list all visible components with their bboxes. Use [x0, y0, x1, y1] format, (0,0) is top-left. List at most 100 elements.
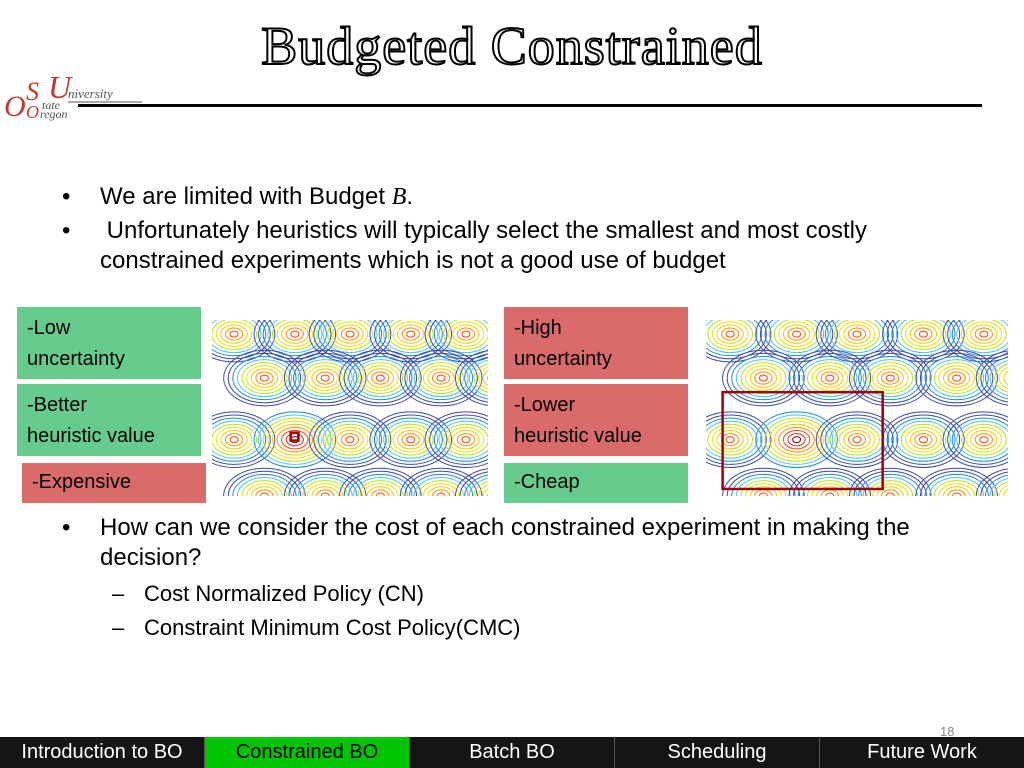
contour-line	[227, 352, 302, 404]
contour-line	[313, 320, 387, 360]
contour-line	[427, 368, 455, 388]
contour-line	[404, 470, 478, 496]
contour-line	[259, 374, 269, 382]
contour-line	[397, 429, 425, 450]
contour-line	[867, 362, 914, 394]
contour-line	[919, 470, 994, 496]
contour-line	[848, 467, 932, 496]
contour-line	[764, 320, 829, 357]
contour-line	[438, 420, 488, 459]
contour-line	[965, 426, 1003, 453]
osu-logo: O S U niversity tate O regon	[4, 76, 142, 123]
contour-line	[461, 436, 471, 444]
contour-line	[862, 477, 918, 496]
contour-line	[706, 417, 763, 462]
bullet-dot: •	[62, 183, 71, 210]
contour-line	[212, 420, 262, 459]
contour-line	[276, 321, 314, 347]
contour-line	[974, 327, 993, 341]
contour-line	[404, 352, 478, 404]
contour-line	[212, 320, 271, 360]
bottom-bullet-list: • How can we consider the cost of each c…	[62, 513, 992, 573]
contour-line	[322, 320, 378, 354]
contour-line	[317, 417, 383, 462]
contour-line	[806, 480, 853, 496]
contour-line	[731, 355, 796, 401]
contour-line	[858, 355, 923, 401]
contour-line	[285, 327, 304, 341]
sub-bullet-cmc: – Constraint Minimum Cost Policy(CMC)	[112, 614, 521, 642]
contour-line	[853, 352, 927, 404]
contour-line	[942, 368, 971, 388]
contour-line	[438, 320, 488, 354]
contour-line	[895, 320, 951, 354]
contour-line	[816, 368, 844, 388]
contour-line	[726, 352, 801, 404]
contour-line	[918, 330, 928, 338]
contour-line	[456, 433, 476, 447]
contour-line	[424, 411, 488, 468]
contour-line	[722, 349, 805, 407]
contour-line	[952, 374, 962, 382]
budget-symbol: B	[391, 184, 407, 210]
contour-line	[956, 320, 1008, 354]
slide-title: Budgeted Constrained	[260, 15, 763, 77]
contour-line	[461, 330, 471, 338]
contour-line	[313, 414, 387, 465]
contour-line	[383, 320, 439, 354]
contour-line	[778, 426, 815, 453]
nav-tab-introduction[interactable]: Introduction to BO	[0, 737, 205, 768]
dash-marker: –	[112, 581, 125, 606]
contour-line	[320, 492, 330, 496]
contour-line	[740, 362, 787, 394]
nav-tab-batch[interactable]: Batch BO	[410, 737, 615, 768]
contour-line	[740, 480, 787, 496]
contour-line	[952, 492, 962, 496]
contour-line	[711, 426, 749, 453]
contour-line	[802, 477, 858, 496]
contour-line	[406, 330, 416, 338]
contour-line	[895, 420, 951, 459]
contour-line	[413, 477, 469, 496]
contour-line	[915, 349, 998, 407]
contour-line	[331, 426, 369, 453]
contour-line	[933, 480, 980, 496]
contour-line	[782, 324, 811, 344]
contour-line	[223, 467, 306, 496]
contour-line	[853, 470, 927, 496]
contour-line	[793, 470, 867, 496]
contour-line	[706, 320, 758, 354]
contour-line	[754, 371, 773, 385]
contour-line	[852, 436, 862, 444]
nav-tab-constrained[interactable]: Constrained BO	[205, 737, 410, 768]
contour-line	[965, 321, 1003, 347]
contour-line	[885, 374, 895, 382]
contour-line	[915, 467, 998, 496]
contour-line	[424, 320, 488, 363]
contour-line	[331, 321, 369, 347]
contour-line	[909, 429, 938, 450]
contour-line	[891, 320, 956, 357]
label-line: heuristic value	[27, 425, 155, 447]
contour-line	[253, 411, 337, 468]
nav-tab-future-work[interactable]: Future Work	[820, 737, 1024, 768]
contour-line	[482, 488, 488, 496]
logo-word: regon	[40, 107, 68, 121]
contour-line	[998, 366, 1008, 390]
contour-line	[352, 359, 408, 398]
contour-line	[956, 420, 1008, 459]
contour-line	[942, 486, 971, 496]
nav-tab-scheduling[interactable]: Scheduling	[615, 737, 820, 768]
contour-line	[782, 429, 811, 450]
contour-line	[290, 330, 300, 338]
contour-line	[336, 429, 364, 450]
logo-letter: U	[48, 76, 73, 105]
contour-line	[716, 429, 744, 450]
contour-line	[443, 423, 488, 456]
bullet-text: We are limited with Budget	[100, 183, 392, 210]
contour-line	[909, 324, 938, 344]
contour-line	[984, 356, 1008, 400]
contour-line	[749, 368, 778, 388]
contour-line	[408, 355, 474, 401]
contour-line	[769, 320, 825, 354]
